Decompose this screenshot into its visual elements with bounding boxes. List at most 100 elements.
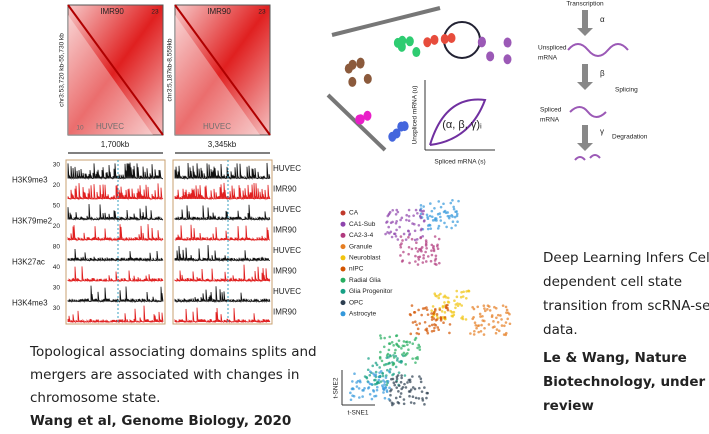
cell-dot [433, 311, 436, 314]
cell-dot [351, 380, 354, 383]
track-max: 30 [53, 305, 61, 312]
cell-dot [505, 321, 508, 324]
cell-dot [371, 398, 374, 401]
cell-dot [443, 211, 446, 214]
cell-dot [405, 219, 408, 222]
cell-dot [395, 397, 398, 400]
track-signal [175, 245, 270, 260]
cell-dot [436, 318, 439, 321]
cell-dot [428, 325, 431, 328]
cell-dot [374, 383, 377, 386]
cell-dot [393, 384, 396, 387]
cell-dot [361, 395, 364, 398]
track-signal [175, 183, 270, 199]
cell-dot [483, 307, 486, 310]
cell-dot [414, 260, 417, 263]
cell-dot [474, 321, 477, 324]
cell-dot [372, 389, 375, 392]
cell-dot [352, 388, 355, 391]
kinetics: Transcription α Unspliced mRNA β Splicin… [538, 1, 648, 160]
cell-dot [366, 377, 369, 380]
cell-dot [386, 215, 389, 218]
cell-dot [358, 387, 361, 390]
cell-dot [465, 318, 468, 321]
cell-dot [416, 212, 419, 215]
cell-dot [437, 213, 440, 216]
cell-dot [452, 220, 455, 223]
cell-dot [465, 297, 468, 300]
cell-dot [364, 74, 372, 84]
cell-dot [456, 302, 459, 305]
cell-dot [396, 359, 399, 362]
legend-label: Neuroblast [349, 255, 381, 262]
track-signal [68, 204, 163, 219]
cell-dot [462, 295, 465, 298]
cell-dot [405, 238, 408, 241]
cell-dot [503, 54, 511, 64]
cell-dot [398, 42, 406, 52]
track-cell: HUVEC [273, 164, 301, 173]
scale-label: 1,700kb [101, 140, 130, 149]
cell-dot [395, 335, 398, 338]
cell-dot [487, 304, 490, 307]
cell-dot [401, 239, 404, 242]
cell-dot [423, 37, 431, 47]
cell-dot [438, 262, 441, 265]
cell-dot [418, 397, 421, 400]
cell-dot [408, 246, 411, 249]
heatmap-label: IMR90 [100, 7, 124, 16]
cell-dot [408, 219, 411, 222]
cell-dot [411, 357, 414, 360]
cell-dot [378, 366, 381, 369]
cell-dot [502, 304, 505, 307]
cell-dot [426, 332, 429, 335]
cell-dot [432, 245, 435, 248]
label: Unspliced [538, 45, 567, 52]
cell-dot [447, 301, 450, 304]
cell-dot [460, 317, 463, 320]
label: Splicing [615, 87, 638, 94]
cell-dot [505, 306, 508, 309]
track-max: 20 [53, 223, 61, 230]
cell-dot [441, 310, 444, 313]
cell-dot [447, 297, 450, 300]
cell-dot [425, 397, 428, 400]
cell-dot [395, 366, 398, 369]
cell-dot [415, 209, 418, 212]
cell-dot [420, 228, 423, 231]
cell-dot [418, 322, 421, 325]
cell-dot [396, 377, 399, 380]
axis-label: Spliced mRNA (s) [434, 159, 485, 166]
cell-dot [388, 362, 391, 365]
cell-dot [390, 221, 393, 224]
cell-dot [417, 263, 420, 266]
cell-dot [454, 306, 457, 309]
cell-dot [374, 379, 377, 382]
legend-swatch [341, 255, 346, 260]
cell-dot [442, 321, 445, 324]
cell-dot [501, 324, 504, 327]
cell-dot [367, 357, 370, 360]
cell-dot [398, 226, 401, 229]
cell-dot [388, 398, 391, 401]
cell-dot [483, 304, 486, 307]
cell-dot [399, 254, 402, 257]
track-max: 30 [53, 162, 61, 169]
cell-dot [506, 318, 509, 321]
cell-dot [418, 258, 421, 261]
cell-dot [404, 363, 407, 366]
cell-dot [412, 395, 415, 398]
cell-dot [432, 219, 435, 222]
cell-dot [395, 355, 398, 358]
cell-dot [357, 114, 365, 124]
cell-dot [447, 309, 450, 312]
track-signal [68, 249, 163, 260]
cell-dot [478, 37, 486, 47]
cell-dot [376, 389, 379, 392]
cell-dot [369, 393, 372, 396]
cell-dot [349, 60, 357, 70]
cell-dot [397, 238, 400, 241]
cell-dot [400, 374, 403, 377]
track-signal [175, 163, 270, 179]
cell-dot [392, 344, 395, 347]
